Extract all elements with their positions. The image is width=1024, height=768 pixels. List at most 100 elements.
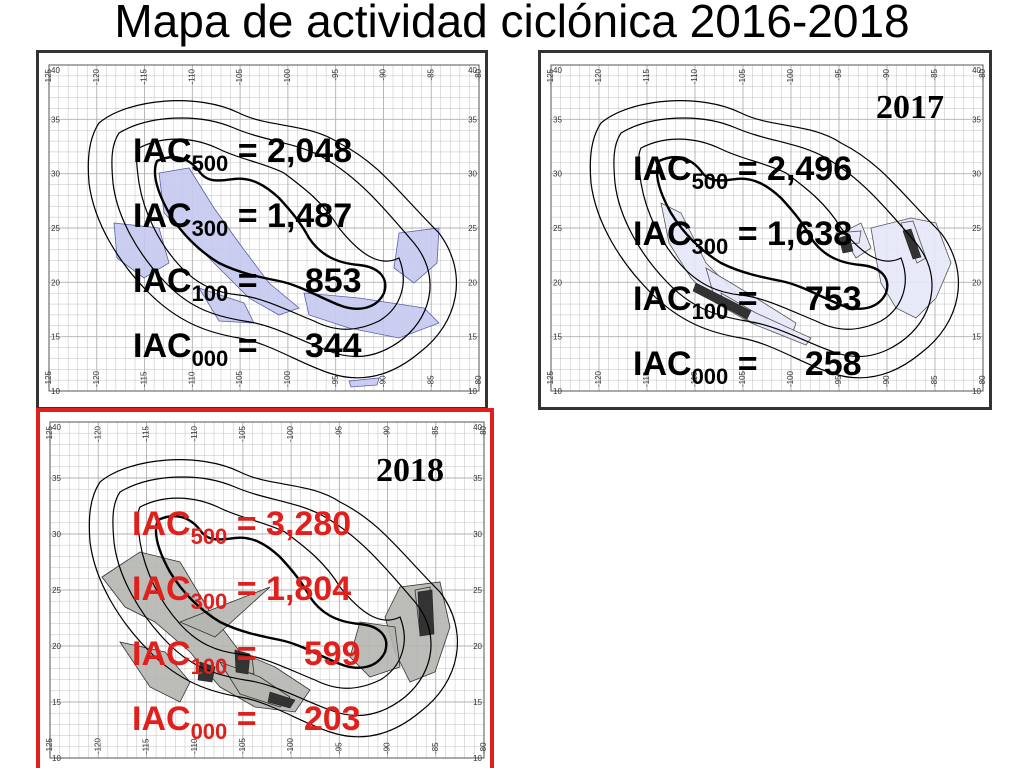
contour-ring — [87, 100, 458, 379]
contour-ring — [154, 515, 388, 669]
lon-tick-label: -80 — [479, 425, 488, 437]
iac-stat-line: IAC100 = 753 — [633, 273, 862, 338]
iac-threshold: 000 — [190, 719, 228, 744]
lat-tick-label: 20 — [51, 278, 60, 287]
lat-tick-label: 35 — [51, 115, 60, 124]
iac-stat-line: IAC500 = 2,048 — [133, 125, 362, 190]
lat-tick-label: 40 — [52, 423, 61, 432]
iac-label: IAC — [133, 262, 192, 300]
lon-tick-label: -90 — [383, 742, 392, 754]
lat-tick-label: 40 — [553, 66, 562, 75]
activity-core — [197, 661, 216, 683]
lon-tick-label: -100 — [286, 737, 295, 754]
lon-tick-label: -110 — [690, 371, 699, 387]
lon-tick-label: -80 — [978, 68, 987, 80]
iac-threshold: 000 — [691, 364, 729, 389]
lat-tick-label: 35 — [52, 474, 61, 483]
contour-ring — [136, 138, 404, 330]
lon-tick-label: -105 — [235, 68, 244, 85]
lon-tick-label: -85 — [431, 425, 440, 437]
activity-core — [234, 649, 251, 675]
lon-tick-label: -120 — [92, 68, 101, 85]
contour-ring — [111, 117, 431, 358]
iac-stat-line: IAC300 = 1,638 — [633, 208, 862, 273]
contour-ring — [655, 156, 889, 310]
iac-threshold: 300 — [191, 216, 229, 241]
iac-label: IAC — [133, 327, 192, 365]
lon-tick-label: -80 — [978, 375, 987, 387]
iac-value: = 1,638 — [728, 215, 853, 253]
lon-tick-label: -125 — [45, 425, 54, 442]
lat-tick-label: 30 — [52, 530, 61, 539]
lat-tick-label: 15 — [473, 698, 482, 707]
iac-label: IAC — [132, 635, 191, 673]
iac-label: IAC — [133, 197, 192, 235]
lat-tick-label: 30 — [553, 170, 562, 179]
map-panel-2017: -125 -125 -120 -120 -115 -115 -110 -110 -105 -105… — [538, 50, 992, 410]
iac-label: IAC — [633, 345, 692, 383]
lat-tick-label: 35 — [553, 115, 562, 124]
lon-tick-label: -100 — [283, 370, 292, 387]
lon-tick-label: -115 — [142, 425, 151, 441]
iac-value: = 344 — [228, 327, 362, 365]
lat-tick-label: 15 — [972, 333, 981, 342]
iac-stat-line: IAC000 = 344 — [133, 320, 362, 385]
iac-value: = 1,804 — [227, 570, 352, 608]
slide-title: Mapa de actividad ciclónica 2016-2018 — [114, 0, 910, 47]
iac-stat-line: IAC500 = 3,280 — [132, 498, 361, 563]
lon-tick-label: -115 — [642, 68, 651, 84]
map-graphic-2016: -125 -125 -120 -120 -115 -115 -110 -110 -105 -105… — [44, 64, 483, 396]
lon-tick-label: -90 — [882, 375, 891, 387]
lon-tick-label: -125 — [45, 737, 54, 754]
iac-stat-line: IAC500 = 2,496 — [633, 143, 862, 208]
iac-threshold: 100 — [191, 281, 229, 306]
iac-value: = 258 — [728, 345, 862, 383]
lat-tick-label: 15 — [52, 698, 61, 707]
lon-tick-label: -85 — [426, 375, 435, 387]
lat-tick-label: 35 — [468, 115, 477, 124]
lon-tick-label: -100 — [786, 68, 795, 85]
activity-area — [178, 586, 271, 638]
lon-tick-label: -85 — [930, 68, 939, 80]
lat-tick-label: 35 — [473, 474, 482, 483]
lon-tick-label: -125 — [44, 68, 53, 85]
iac-threshold: 500 — [691, 169, 729, 194]
cyclone-activity-areas — [101, 551, 451, 713]
lon-tick-label: -95 — [834, 375, 843, 387]
iac-value: = 2,048 — [228, 132, 353, 170]
distance-contours — [87, 100, 458, 379]
year-label-2018: 2018 — [376, 452, 444, 489]
iac-stat-line: IAC300 = 1,487 — [133, 190, 362, 255]
lon-tick-label: -115 — [142, 738, 151, 754]
iac-value: = 753 — [728, 280, 862, 318]
lon-tick-label: -90 — [383, 425, 392, 437]
lon-tick-label: -110 — [190, 738, 199, 754]
lat-tick-label: 25 — [972, 224, 981, 233]
iac-threshold: 100 — [190, 654, 228, 679]
lon-tick-label: -105 — [238, 425, 247, 442]
iac-value: = 3,280 — [227, 505, 352, 543]
activity-area — [348, 377, 380, 388]
stats-block-2018: IAC500 = 3,280 IAC300 = 1,804 IAC100 = 599… — [132, 498, 361, 758]
lon-tick-label: -100 — [283, 68, 292, 85]
lat-tick-label: 10 — [51, 387, 60, 396]
activity-core — [838, 234, 854, 254]
lon-tick-label: -120 — [594, 370, 603, 387]
lon-tick-label: -95 — [334, 425, 343, 437]
lat-tick-label: 20 — [468, 278, 477, 287]
lat-tick-label: 20 — [52, 642, 61, 651]
lat-tick-label: 25 — [51, 224, 60, 233]
lat-tick-label: 40 — [51, 66, 60, 75]
activity-core — [692, 282, 752, 320]
lat-tick-label: 25 — [52, 586, 61, 595]
lon-tick-label: -125 — [546, 370, 555, 387]
activity-core — [417, 589, 435, 637]
lat-tick-label: 15 — [553, 333, 562, 342]
contour-ring — [153, 156, 387, 310]
contour-ring — [137, 497, 405, 689]
lon-tick-label: -115 — [140, 68, 149, 84]
lon-tick-label: -110 — [190, 425, 199, 441]
iac-value: = 203 — [227, 700, 361, 738]
iac-threshold: 300 — [190, 589, 228, 614]
lon-tick-label: -80 — [474, 68, 483, 80]
